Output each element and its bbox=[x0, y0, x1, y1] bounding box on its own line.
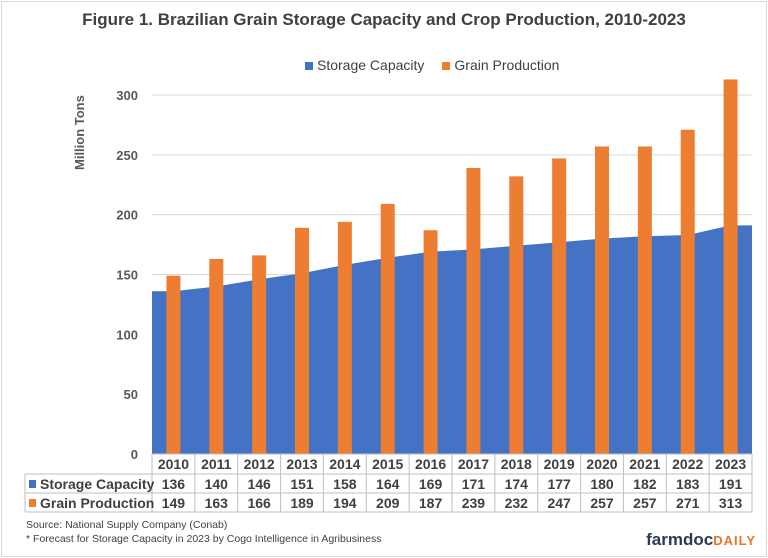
y-tick-label: 300 bbox=[116, 88, 138, 103]
data-table-value: 187 bbox=[419, 495, 443, 511]
legend-storage: Storage Capacity bbox=[305, 57, 424, 73]
x-tick-label: 2023 bbox=[715, 456, 746, 472]
grain-production-bar bbox=[509, 176, 524, 454]
forecast-note: * Forecast for Storage Capacity in 2023 … bbox=[26, 533, 382, 545]
chart-title: Figure 1. Brazilian Grain Storage Capaci… bbox=[82, 10, 686, 29]
data-table-value: 183 bbox=[676, 476, 700, 492]
data-table-value: 257 bbox=[633, 495, 657, 511]
x-tick-label: 2019 bbox=[544, 456, 575, 472]
grain-production-bar bbox=[680, 129, 695, 454]
x-tick-label: 2020 bbox=[586, 456, 617, 472]
data-table-value: 247 bbox=[547, 495, 571, 511]
table-legend-swatch bbox=[29, 499, 36, 507]
data-table-value: 177 bbox=[547, 476, 571, 492]
data-table-value: 180 bbox=[590, 476, 614, 492]
table-series-label: Grain Production bbox=[40, 495, 154, 511]
table-series-label: Storage Capacity bbox=[40, 476, 155, 492]
x-tick-label: 2021 bbox=[629, 456, 660, 472]
grain-production-bar bbox=[552, 158, 567, 454]
data-table-value: 191 bbox=[719, 476, 743, 492]
logo-main: farmdoc bbox=[646, 530, 714, 549]
x-tick-label: 2011 bbox=[201, 456, 232, 472]
data-table-value: 166 bbox=[247, 495, 271, 511]
data-table-value: 232 bbox=[505, 495, 529, 511]
legend-label-grain: Grain Production bbox=[454, 57, 560, 73]
grain-production-bar bbox=[166, 275, 181, 454]
grain-production-bar bbox=[380, 203, 395, 454]
y-tick-label: 200 bbox=[116, 208, 138, 223]
data-table-value: 257 bbox=[590, 495, 614, 511]
data-table-value: 182 bbox=[633, 476, 657, 492]
data-table-value: 174 bbox=[505, 476, 529, 492]
farmdoc-logo: farmdocDAILY bbox=[646, 530, 756, 550]
grain-production-bar bbox=[295, 227, 309, 454]
x-tick-label: 2017 bbox=[458, 456, 489, 472]
y-tick-label: 250 bbox=[116, 148, 138, 163]
grain-production-bar bbox=[723, 79, 738, 455]
legend-swatch-grain bbox=[442, 62, 451, 70]
logo-accent: DAILY bbox=[713, 533, 756, 548]
data-table-value: 271 bbox=[676, 495, 700, 511]
grain-production-bar bbox=[466, 167, 481, 454]
grain-production-bar bbox=[637, 146, 652, 454]
data-table-value: 313 bbox=[719, 495, 743, 511]
grain-production-bar bbox=[209, 258, 224, 454]
legend-grain: Grain Production bbox=[442, 57, 559, 73]
x-tick-label: 2014 bbox=[329, 456, 360, 472]
data-table-value: 146 bbox=[247, 476, 271, 492]
x-tick-label: 2015 bbox=[372, 456, 403, 472]
table-legend-swatch bbox=[29, 480, 36, 488]
storage-capacity-area bbox=[152, 225, 752, 454]
source-note: Source: National Supply Company (Conab) bbox=[26, 519, 228, 531]
grain-production-bar bbox=[423, 230, 438, 454]
x-tick-label: 2016 bbox=[415, 456, 446, 472]
y-tick-label: 50 bbox=[124, 387, 138, 402]
x-tick-label: 2010 bbox=[158, 456, 189, 472]
legend-label-storage: Storage Capacity bbox=[317, 57, 425, 73]
x-tick-label: 2012 bbox=[244, 456, 275, 472]
data-table-value: 194 bbox=[333, 495, 357, 511]
data-table-value: 171 bbox=[462, 476, 486, 492]
x-tick-label: 2022 bbox=[672, 456, 703, 472]
grain-production-bar bbox=[337, 221, 352, 454]
x-tick-label: 2013 bbox=[286, 456, 317, 472]
y-tick-label: 0 bbox=[131, 447, 138, 462]
data-table-value: 189 bbox=[290, 495, 314, 511]
legend: Storage Capacity Grain Production bbox=[305, 57, 559, 73]
data-table-value: 149 bbox=[162, 495, 186, 511]
y-tick-label: 150 bbox=[116, 268, 138, 283]
data-table-value: 136 bbox=[162, 476, 186, 492]
data-table-value: 164 bbox=[376, 476, 400, 492]
data-table-value: 239 bbox=[462, 495, 486, 511]
y-tick-label: 100 bbox=[116, 327, 138, 342]
data-table-value: 169 bbox=[419, 476, 443, 492]
data-table-value: 163 bbox=[205, 495, 229, 511]
grain-production-bar bbox=[595, 146, 609, 454]
x-tick-label: 2018 bbox=[501, 456, 532, 472]
grain-production-bar bbox=[252, 255, 267, 454]
data-table-value: 151 bbox=[290, 476, 314, 492]
legend-swatch-storage bbox=[305, 62, 313, 70]
data-table-value: 209 bbox=[376, 495, 400, 511]
data-table-value: 158 bbox=[333, 476, 357, 492]
data-table-value: 140 bbox=[205, 476, 229, 492]
